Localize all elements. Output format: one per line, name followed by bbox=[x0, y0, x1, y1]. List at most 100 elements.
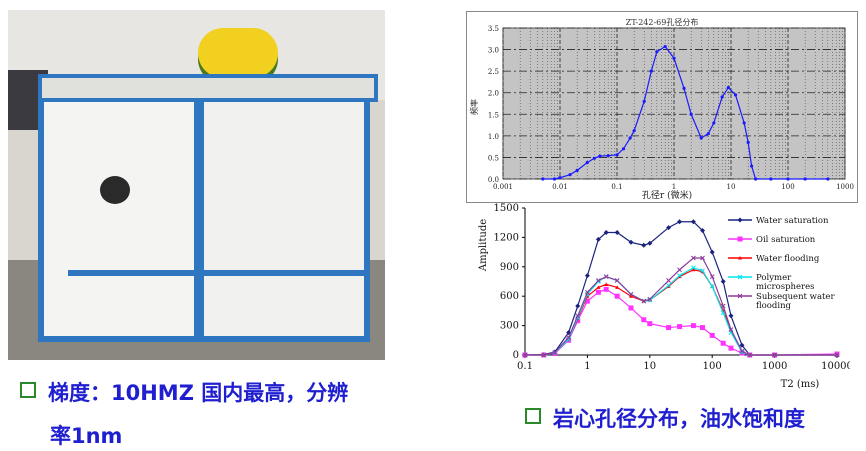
t2-amplitude-chart-svg: T2 (ms) Amplitude 0.1 1 10 100 1000 10000 0 300… bbox=[478, 203, 853, 390]
data-point bbox=[541, 352, 547, 358]
data-point bbox=[700, 255, 705, 261]
data-point bbox=[699, 136, 703, 140]
y-axis-label: Amplitude bbox=[478, 219, 489, 272]
legend-label: Water flooding bbox=[756, 254, 820, 264]
bullet-icon bbox=[525, 408, 541, 424]
data-point bbox=[621, 147, 626, 151]
data-point bbox=[672, 56, 676, 60]
data-point bbox=[541, 177, 545, 181]
y-axis-label: 频率 bbox=[469, 99, 479, 115]
x-tick-label: 1 bbox=[584, 361, 590, 372]
data-point bbox=[737, 293, 743, 299]
data-point bbox=[709, 284, 715, 289]
y-tick-label: 0 bbox=[513, 350, 519, 361]
data-point bbox=[642, 99, 646, 103]
data-point bbox=[769, 177, 773, 181]
data-point bbox=[584, 298, 590, 304]
data-point bbox=[737, 217, 743, 223]
data-point bbox=[522, 352, 528, 358]
data-point bbox=[649, 69, 653, 73]
data-point bbox=[726, 85, 730, 90]
data-point bbox=[615, 153, 619, 157]
series-line bbox=[542, 45, 828, 180]
data-point bbox=[628, 239, 634, 245]
data-point bbox=[628, 291, 634, 297]
caption-text: 梯度：10HMZ 国内最高，分辨 bbox=[48, 381, 349, 405]
data-point bbox=[706, 132, 710, 136]
x-tick-label: 0.1 bbox=[517, 361, 533, 372]
data-point bbox=[733, 93, 738, 97]
y-tick-label: 3.5 bbox=[488, 25, 499, 33]
data-point bbox=[737, 274, 743, 280]
data-point bbox=[614, 230, 620, 235]
data-point bbox=[603, 286, 609, 292]
data-point bbox=[575, 168, 579, 172]
data-point bbox=[750, 164, 754, 168]
x-tick-label: 100 bbox=[781, 183, 794, 191]
data-point bbox=[772, 352, 777, 358]
t2-amplitude-chart: T2 (ms) Amplitude 0.1 1 10 100 1000 10000 0 300… bbox=[470, 200, 853, 390]
data-point bbox=[666, 278, 671, 283]
data-point bbox=[682, 86, 686, 90]
data-point bbox=[566, 335, 571, 340]
y-tick-label: 0.0 bbox=[488, 176, 499, 184]
data-point bbox=[709, 332, 715, 338]
y-tick-label: 1.5 bbox=[488, 111, 499, 119]
data-point bbox=[575, 303, 581, 309]
bullet-icon bbox=[20, 382, 36, 398]
legend-label: Water saturation bbox=[756, 216, 829, 226]
legend-label: Polymer bbox=[756, 273, 792, 283]
data-point bbox=[709, 274, 715, 279]
data-point bbox=[585, 289, 590, 295]
data-point bbox=[666, 225, 672, 231]
data-point bbox=[566, 329, 572, 335]
data-point bbox=[690, 219, 696, 225]
instrument-photo bbox=[8, 10, 385, 360]
data-point bbox=[691, 265, 696, 271]
data-point bbox=[595, 289, 601, 295]
data-point bbox=[614, 293, 620, 299]
data-point bbox=[647, 321, 653, 327]
y-tick-label: 1200 bbox=[494, 232, 519, 243]
data-point bbox=[647, 296, 653, 302]
data-point bbox=[606, 154, 610, 158]
data-point bbox=[552, 350, 558, 355]
data-point bbox=[604, 282, 609, 286]
x-axis-label: T2 (ms) bbox=[781, 379, 820, 390]
data-point bbox=[596, 278, 601, 283]
legend-label: microspheres bbox=[756, 282, 814, 292]
x-tick-label: 1000 bbox=[836, 183, 854, 191]
data-point bbox=[677, 273, 682, 278]
data-point bbox=[720, 303, 726, 309]
data-point bbox=[677, 267, 682, 273]
data-point bbox=[558, 176, 562, 180]
x-tick-label: 0.01 bbox=[552, 183, 568, 191]
pore-size-chart-svg: ZT-242-69孔径分布 孔径r (微米) 频率 0.001 0.01 0.1 1 1… bbox=[469, 17, 854, 201]
legend-label: Oil saturation bbox=[756, 235, 816, 245]
data-point bbox=[641, 317, 647, 323]
data-point bbox=[720, 279, 726, 284]
data-point bbox=[677, 219, 683, 225]
data-point bbox=[628, 136, 632, 140]
data-point bbox=[700, 268, 705, 274]
data-point bbox=[691, 255, 696, 261]
data-point bbox=[738, 256, 742, 260]
data-point bbox=[746, 140, 750, 144]
data-point bbox=[728, 327, 734, 332]
data-point bbox=[598, 154, 602, 158]
x-axis-label: 孔径r (微米) bbox=[642, 189, 692, 201]
data-point bbox=[709, 249, 715, 255]
chart-title: ZT-242-69孔径分布 bbox=[626, 17, 699, 27]
x-tick-label: 0.1 bbox=[611, 183, 622, 191]
data-point bbox=[720, 95, 724, 99]
data-point bbox=[666, 325, 672, 331]
data-point bbox=[739, 349, 745, 355]
data-point bbox=[666, 283, 671, 288]
x-tick-label: 10000 bbox=[821, 361, 850, 372]
data-point bbox=[834, 352, 840, 358]
data-point bbox=[690, 323, 696, 329]
data-point bbox=[803, 177, 807, 181]
data-point bbox=[628, 305, 634, 311]
x-tick-label: 100 bbox=[703, 361, 722, 372]
y-tick-label: 600 bbox=[500, 291, 519, 302]
